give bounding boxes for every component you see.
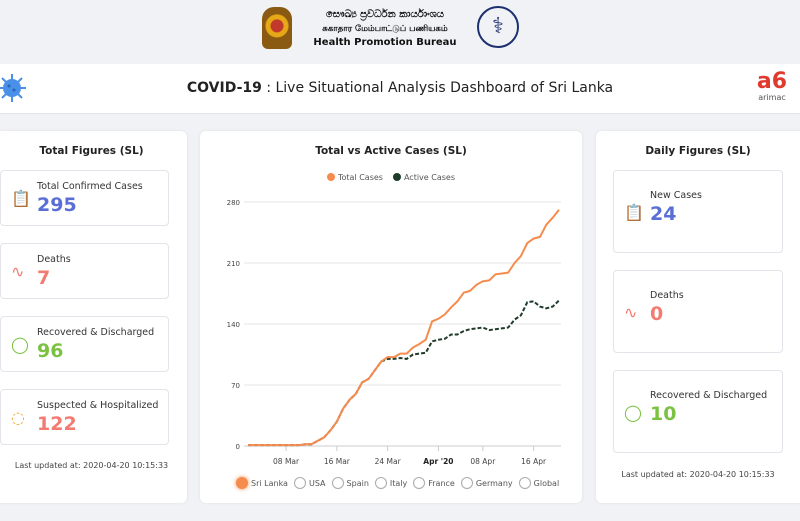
radio-usa[interactable]: USA <box>293 477 326 489</box>
country-selector: Sri Lanka USA Spain Italy France Germany Globa… <box>236 477 559 489</box>
sri-lanka-emblem-logo <box>262 7 292 49</box>
stat-label: Suspected & Hospitalized <box>37 400 159 411</box>
hpb-logo: ⚕ <box>477 6 519 48</box>
radio-label: France <box>428 478 455 488</box>
radio-label: Italy <box>389 478 408 488</box>
radio-label: Germany <box>475 478 513 488</box>
radio-circle[interactable] <box>460 477 473 489</box>
stat-card-total-confirmed-cases: 📋 Total Confirmed Cases 295 <box>0 170 169 226</box>
radio-germany[interactable]: Germany <box>460 477 513 489</box>
page-title: COVID-19 : Live Situational Analysis Das… <box>0 80 800 96</box>
radio-label: Spain <box>346 478 369 488</box>
daily-figures-title: Daily Figures (SL) <box>645 145 751 157</box>
x-tick-label: 08 Apr <box>470 457 496 466</box>
arimac-text: arimac <box>758 93 786 102</box>
series-line-active-cases <box>248 299 560 447</box>
stat-label: Recovered & Discharged <box>650 390 768 401</box>
series-line-total-cases <box>248 209 560 447</box>
radio-circle[interactable] <box>236 477 248 489</box>
last-updated: Last updated at: 2020-04-20 10:15:33 <box>621 470 775 479</box>
clipboard-icon: 📋 <box>624 202 644 222</box>
last-updated: Last updated at: 2020-04-20 10:15:33 <box>14 461 169 470</box>
stat-label: Deaths <box>37 254 71 265</box>
x-tick-label: Apr '20 <box>423 457 453 466</box>
pulse-icon: ∿ <box>624 302 638 322</box>
title-bold: COVID-19 <box>186 80 262 96</box>
radio-circle[interactable] <box>293 477 306 489</box>
chart-card: Total vs Active Cases (SL) Total Cases A… <box>200 131 582 503</box>
chart-legend: Total Cases Active Cases <box>200 173 582 182</box>
org-name-english: Health Promotion Bureau <box>313 37 457 48</box>
title-rest: : Live Situational Analysis Dashboard of… <box>261 80 614 96</box>
stat-card-deaths: ∿ Deaths 7 <box>0 243 169 299</box>
chart-title: Total vs Active Cases (SL) <box>315 145 467 157</box>
radio-italy[interactable]: Italy <box>374 477 408 489</box>
line-chart: 0 70 140 210 280 08 Mar 16 Mar 24 Mar Apr '20 08 … <box>227 199 561 466</box>
stat-value: 96 <box>37 340 64 362</box>
stat-value: 24 <box>650 203 677 225</box>
total-figures-card: Total Figures (SL) Last updated at: 2020… <box>0 131 187 503</box>
stat-label: Recovered & Discharged <box>37 327 155 338</box>
stat-card-recovered-discharged: ◯ Recovered & Discharged 96 <box>0 316 169 372</box>
x-tick-label: 24 Mar <box>375 457 402 466</box>
radio-circle[interactable] <box>518 477 531 489</box>
stat-card-suspected-hospitalized: ◌ Suspected & Hospitalized 122 <box>0 389 169 445</box>
org-name-tamil: சுகாதார மேம்பாட்டுப் பணியகம் <box>322 24 448 34</box>
organization-name: සෞඛ්‍ය ප්‍රවර්ධන කාර්යාංශය சுகாதார மேம்ப… <box>300 8 470 50</box>
stat-label: New Cases <box>650 190 702 201</box>
stat-value: 0 <box>650 303 664 325</box>
y-tick-label: 140 <box>227 321 240 329</box>
arimac-mark: a6 <box>756 69 788 94</box>
y-tick-label: 280 <box>227 199 240 207</box>
x-tick-label: 16 Apr <box>521 457 547 466</box>
legend-total-cases[interactable]: Total Cases <box>326 173 383 182</box>
stat-label: Deaths <box>650 290 684 301</box>
stat-value: 7 <box>37 267 51 289</box>
stat-card-deaths: ∿ Deaths 0 <box>613 270 783 353</box>
stethoscope-icon: ◯ <box>11 335 29 354</box>
radio-france[interactable]: France <box>413 477 455 489</box>
stat-value: 295 <box>37 194 77 216</box>
stat-value: 10 <box>650 403 677 425</box>
stat-card-recovered-discharged: ◯ Recovered & Discharged 10 <box>613 370 783 453</box>
org-name-sinhala: සෞඛ්‍ය ප්‍රවර්ධන කාර්යාංශය <box>325 9 445 20</box>
x-tick-label: 08 Mar <box>273 457 300 466</box>
logo-bar: සෞඛ්‍ය ප්‍රවර්ධන කාර්යාංශය சுகாதார மேம்ப… <box>0 0 800 62</box>
radio-circle[interactable] <box>331 477 344 489</box>
radio-circle[interactable] <box>374 477 387 489</box>
radio-label: USA <box>308 478 326 488</box>
y-tick-label: 70 <box>231 382 240 390</box>
virus-icon <box>0 74 26 102</box>
radio-sri-lanka[interactable]: Sri Lanka <box>236 477 288 489</box>
daily-figures-card: Daily Figures (SL) Last updated at: 2020… <box>596 131 800 503</box>
radio-circle[interactable] <box>413 477 426 489</box>
title-bar: COVID-19 : Live Situational Analysis Das… <box>0 64 800 114</box>
radio-label: Global <box>533 478 560 488</box>
clipboard-icon: 📋 <box>11 189 31 208</box>
stat-card-new-cases: 📋 New Cases 24 <box>613 170 783 253</box>
x-tick-label: 16 Mar <box>324 457 351 466</box>
radio-label: Sri Lanka <box>251 478 288 488</box>
legend-active-cases[interactable]: Active Cases <box>392 173 455 182</box>
y-tick-label: 0 <box>236 443 240 451</box>
stat-label: Total Confirmed Cases <box>37 181 143 192</box>
radio-global[interactable]: Global <box>518 477 560 489</box>
thermometer-icon: ◌ <box>11 408 25 427</box>
radio-spain[interactable]: Spain <box>331 477 369 489</box>
y-tick-label: 210 <box>227 260 240 268</box>
total-figures-title: Total Figures (SL) <box>39 145 144 157</box>
stethoscope-icon: ◯ <box>624 402 642 422</box>
arimac-logo: a6 arimac <box>752 69 792 103</box>
pulse-icon: ∿ <box>11 262 25 281</box>
stat-value: 122 <box>37 413 77 435</box>
